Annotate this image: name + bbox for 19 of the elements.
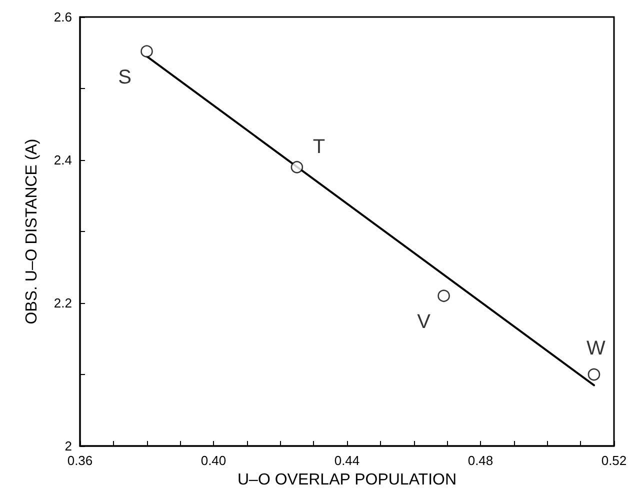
point bbox=[438, 290, 450, 302]
y-tick-label: 2.2 bbox=[54, 296, 72, 310]
point bbox=[290, 161, 304, 174]
x-tick-label: 0.40 bbox=[200, 453, 226, 468]
annotation: S bbox=[118, 66, 132, 88]
annotation: V bbox=[417, 310, 432, 333]
point bbox=[140, 45, 153, 58]
x-tick-label: 0.44 bbox=[334, 453, 360, 468]
annotation: W bbox=[586, 338, 606, 360]
y-tick-label: 2.4 bbox=[54, 152, 72, 168]
annotation: T bbox=[312, 136, 326, 158]
x-tick-label: 0.52 bbox=[601, 453, 627, 468]
point bbox=[588, 368, 600, 381]
y-tick-label: 2 bbox=[64, 438, 72, 454]
x-axis-title: U–O OVERLAP POPULATION bbox=[237, 472, 457, 488]
y-tick-label: 2.6 bbox=[54, 10, 72, 24]
y-axis-title: OBS. U–O DISTANCE (A) bbox=[24, 138, 40, 324]
x-tick-label: 0.36 bbox=[67, 453, 93, 468]
x-tick-label: 0.48 bbox=[468, 453, 494, 468]
